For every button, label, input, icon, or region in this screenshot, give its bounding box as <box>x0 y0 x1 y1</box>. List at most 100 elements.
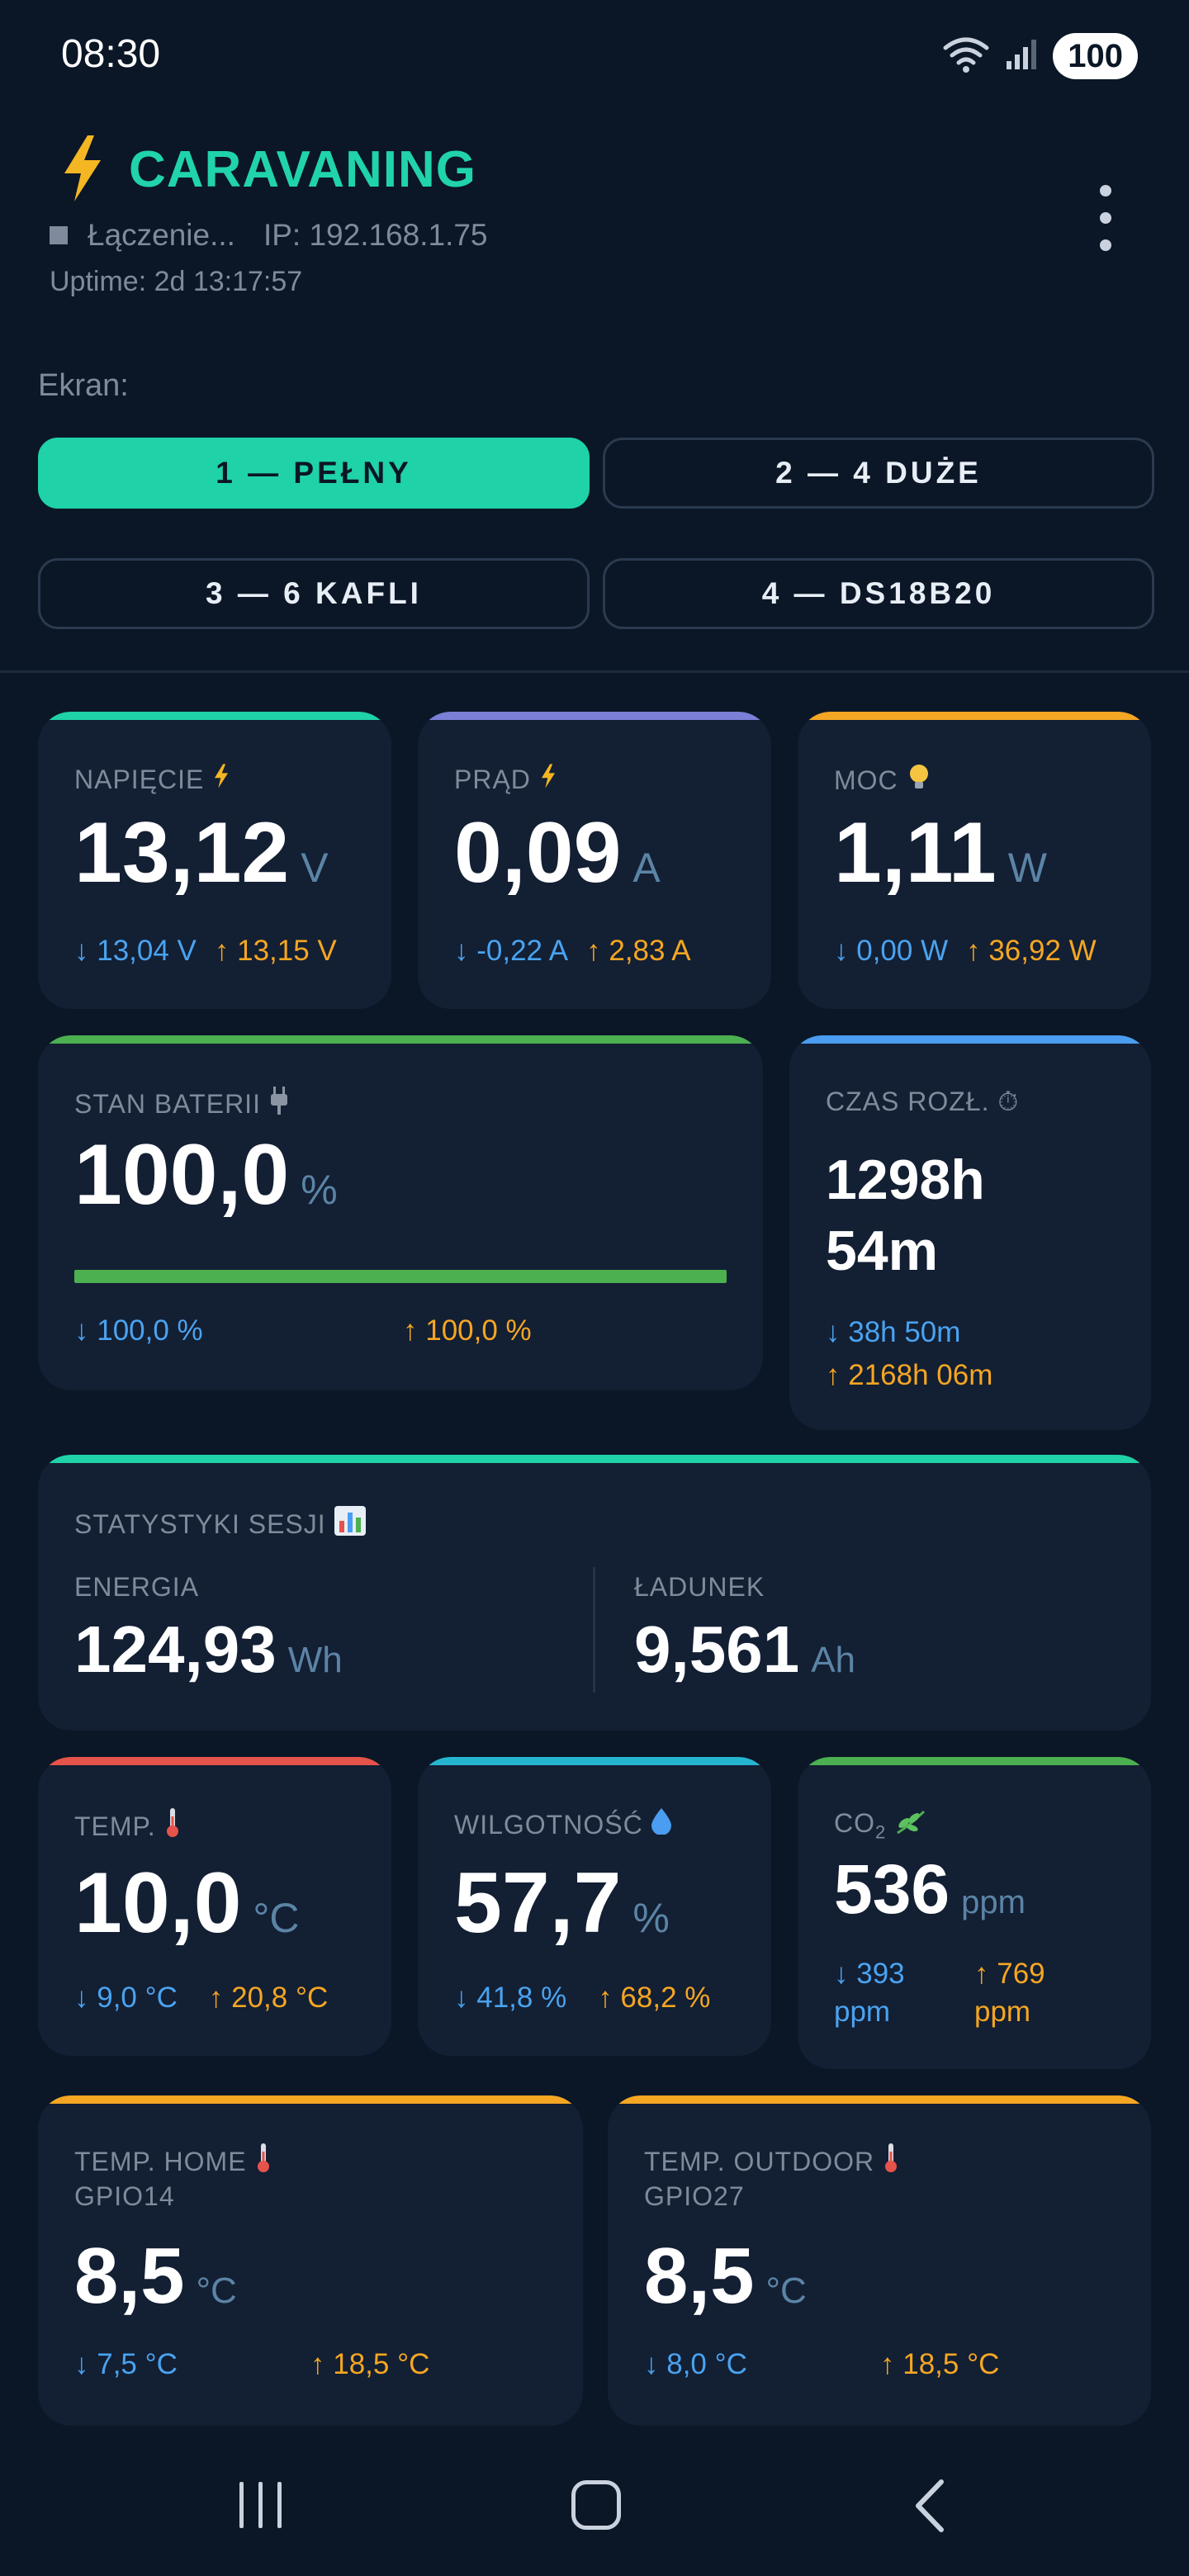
power-max: ↑ 36,92 W <box>966 935 1097 967</box>
battery-value: 100,0 <box>74 1127 290 1223</box>
temp-home-card: TEMP. HOME GPIO14 8,5 °C ↓ 7,5 °C ↑ 18,5… <box>38 2095 583 2426</box>
screen-button-4-large[interactable]: 2 — 4 DUŻE <box>603 438 1154 509</box>
temp-max: ↑ 20,8 °C <box>208 1982 329 2014</box>
current-card: PRĄD 0,09 A ↓ -0,22 A ↑ 2,83 A <box>418 712 771 1009</box>
temp-home-unit: °C <box>196 2271 237 2311</box>
humidity-min: ↓ 41,8 % <box>454 1982 567 2014</box>
recent-apps-icon[interactable] <box>239 2482 282 2528</box>
current-min: ↓ -0,22 A <box>454 935 569 967</box>
screen-button-full[interactable]: 1 — PEŁNY <box>38 438 590 509</box>
energy-unit: Wh <box>287 1640 343 1680</box>
lightning-icon <box>212 763 230 796</box>
gpio-label: GPIO14 <box>74 2181 175 2211</box>
card-accent-bar <box>798 712 1151 720</box>
temp-outdoor-max: ↑ 18,5 °C <box>880 2348 1000 2380</box>
temp-value: 10,0 <box>74 1855 242 1951</box>
thermometer-icon <box>255 2143 272 2180</box>
power-card: MOC 1,11 W ↓ 0,00 W ↑ 36,92 W <box>798 712 1151 1009</box>
status-time: 08:30 <box>61 32 161 76</box>
voltage-unit: V <box>301 845 329 891</box>
card-label: WILGOTNOŚĆ <box>454 1809 643 1840</box>
card-accent-bar <box>608 2095 1151 2104</box>
discharge-minutes: 54m <box>826 1219 939 1282</box>
card-label: STATYSTYKI SESJI <box>74 1508 326 1539</box>
humidity-value: 57,7 <box>454 1855 622 1951</box>
charge-unit: Ah <box>811 1640 856 1680</box>
screen-button-6-tiles[interactable]: 3 — 6 KAFLI <box>38 558 590 629</box>
co2-max-unit: ppm <box>974 1996 1031 2028</box>
card-label: MOC <box>834 765 898 795</box>
co2-max: ↑ 769 <box>974 1958 1045 1990</box>
humidity-max: ↑ 68,2 % <box>598 1982 711 2014</box>
voltage-value: 13,12 <box>74 805 290 901</box>
co2-card: CO2 536 ppm ↓ 393 ppm ↑ 769 ppm <box>798 1757 1151 2069</box>
voltage-min: ↓ 13,04 V <box>74 935 197 967</box>
energy-label: ENERGIA <box>74 1572 200 1602</box>
power-value: 1,11 <box>834 805 997 901</box>
discharge-time-card: CZAS ROZŁ. ⏱ 1298h 54m ↓ 38h 50m ↑ 2168h… <box>789 1035 1151 1430</box>
divider <box>0 670 1189 673</box>
card-accent-bar <box>418 1757 771 1765</box>
discharge-min: ↓ 38h 50m <box>826 1316 961 1348</box>
card-label: PRĄD <box>454 764 531 794</box>
humidity-unit: % <box>632 1895 670 1941</box>
card-accent-bar <box>38 1757 391 1765</box>
screen-button-ds18b20[interactable]: 4 — DS18B20 <box>603 558 1154 629</box>
droplet-icon <box>651 1808 671 1841</box>
charge-value: 9,561 <box>634 1612 800 1686</box>
co2-min-unit: ppm <box>834 1996 891 2028</box>
card-label: CO <box>834 1808 875 1838</box>
card-label: TEMP. OUTDOOR <box>644 2146 875 2176</box>
screen-label: Ekran: <box>38 368 129 403</box>
status-icons: 100 <box>942 33 1138 79</box>
energy-value: 124,93 <box>74 1612 277 1686</box>
battery-unit: % <box>301 1167 338 1213</box>
gpio-label: GPIO27 <box>644 2181 745 2211</box>
temp-outdoor-value: 8,5 <box>644 2232 755 2320</box>
card-accent-bar <box>789 1035 1151 1044</box>
lightning-icon <box>58 135 107 206</box>
card-accent-bar <box>38 712 391 720</box>
battery-indicator: 100 <box>1053 33 1138 79</box>
current-max: ↑ 2,83 A <box>586 935 691 967</box>
charge-label: ŁADUNEK <box>634 1572 765 1602</box>
temp-home-value: 8,5 <box>74 2232 185 2320</box>
app-title: CARAVANING <box>129 141 477 198</box>
wifi-icon <box>942 36 990 77</box>
thermometer-icon <box>164 1808 181 1844</box>
uptime: Uptime: 2d 13:17:57 <box>50 266 303 297</box>
lightbulb-icon <box>907 763 931 798</box>
card-label-subscript: 2 <box>875 1821 887 1843</box>
humidity-card: WILGOTNOŚĆ 57,7 % ↓ 41,8 % ↑ 68,2 % <box>418 1757 771 2056</box>
card-label: CZAS ROZŁ. ⏱ <box>826 1087 1020 1116</box>
discharge-hours: 1298h <box>826 1148 985 1211</box>
card-accent-bar <box>38 1455 1151 1463</box>
co2-value: 536 <box>834 1850 950 1928</box>
card-label: STAN BATERII <box>74 1088 261 1119</box>
current-value: 0,09 <box>454 805 622 901</box>
card-accent-bar <box>38 2095 583 2104</box>
connection-status: Łączenie... <box>88 218 235 252</box>
power-min: ↓ 0,00 W <box>834 935 949 967</box>
temp-home-max: ↑ 18,5 °C <box>310 2348 430 2380</box>
thermometer-icon <box>883 2143 899 2180</box>
home-icon[interactable] <box>571 2480 621 2530</box>
card-label: TEMP. <box>74 1811 156 1841</box>
plug-icon <box>269 1087 289 1121</box>
back-icon[interactable] <box>912 2477 948 2539</box>
more-options-icon[interactable] <box>1093 185 1118 251</box>
session-stats-card: STATYSTYKI SESJI ENERGIA 124,93 Wh ŁADUN… <box>38 1455 1151 1731</box>
lightning-icon <box>539 763 557 796</box>
voltage-max: ↑ 13,15 V <box>214 935 337 967</box>
herb-icon <box>894 1808 927 1843</box>
temp-min: ↓ 9,0 °C <box>74 1982 178 2014</box>
temp-outdoor-card: TEMP. OUTDOOR GPIO27 8,5 °C ↓ 8,0 °C ↑ 1… <box>608 2095 1151 2426</box>
card-label: NAPIĘCIE <box>74 764 205 794</box>
card-accent-bar <box>798 1757 1151 1765</box>
current-unit: A <box>632 845 661 891</box>
co2-min: ↓ 393 <box>834 1958 905 1990</box>
temp-outdoor-unit: °C <box>765 2271 807 2311</box>
co2-unit: ppm <box>961 1884 1026 1920</box>
battery-min: ↓ 100,0 % <box>74 1314 203 1347</box>
bar-chart-icon <box>334 1506 366 1542</box>
